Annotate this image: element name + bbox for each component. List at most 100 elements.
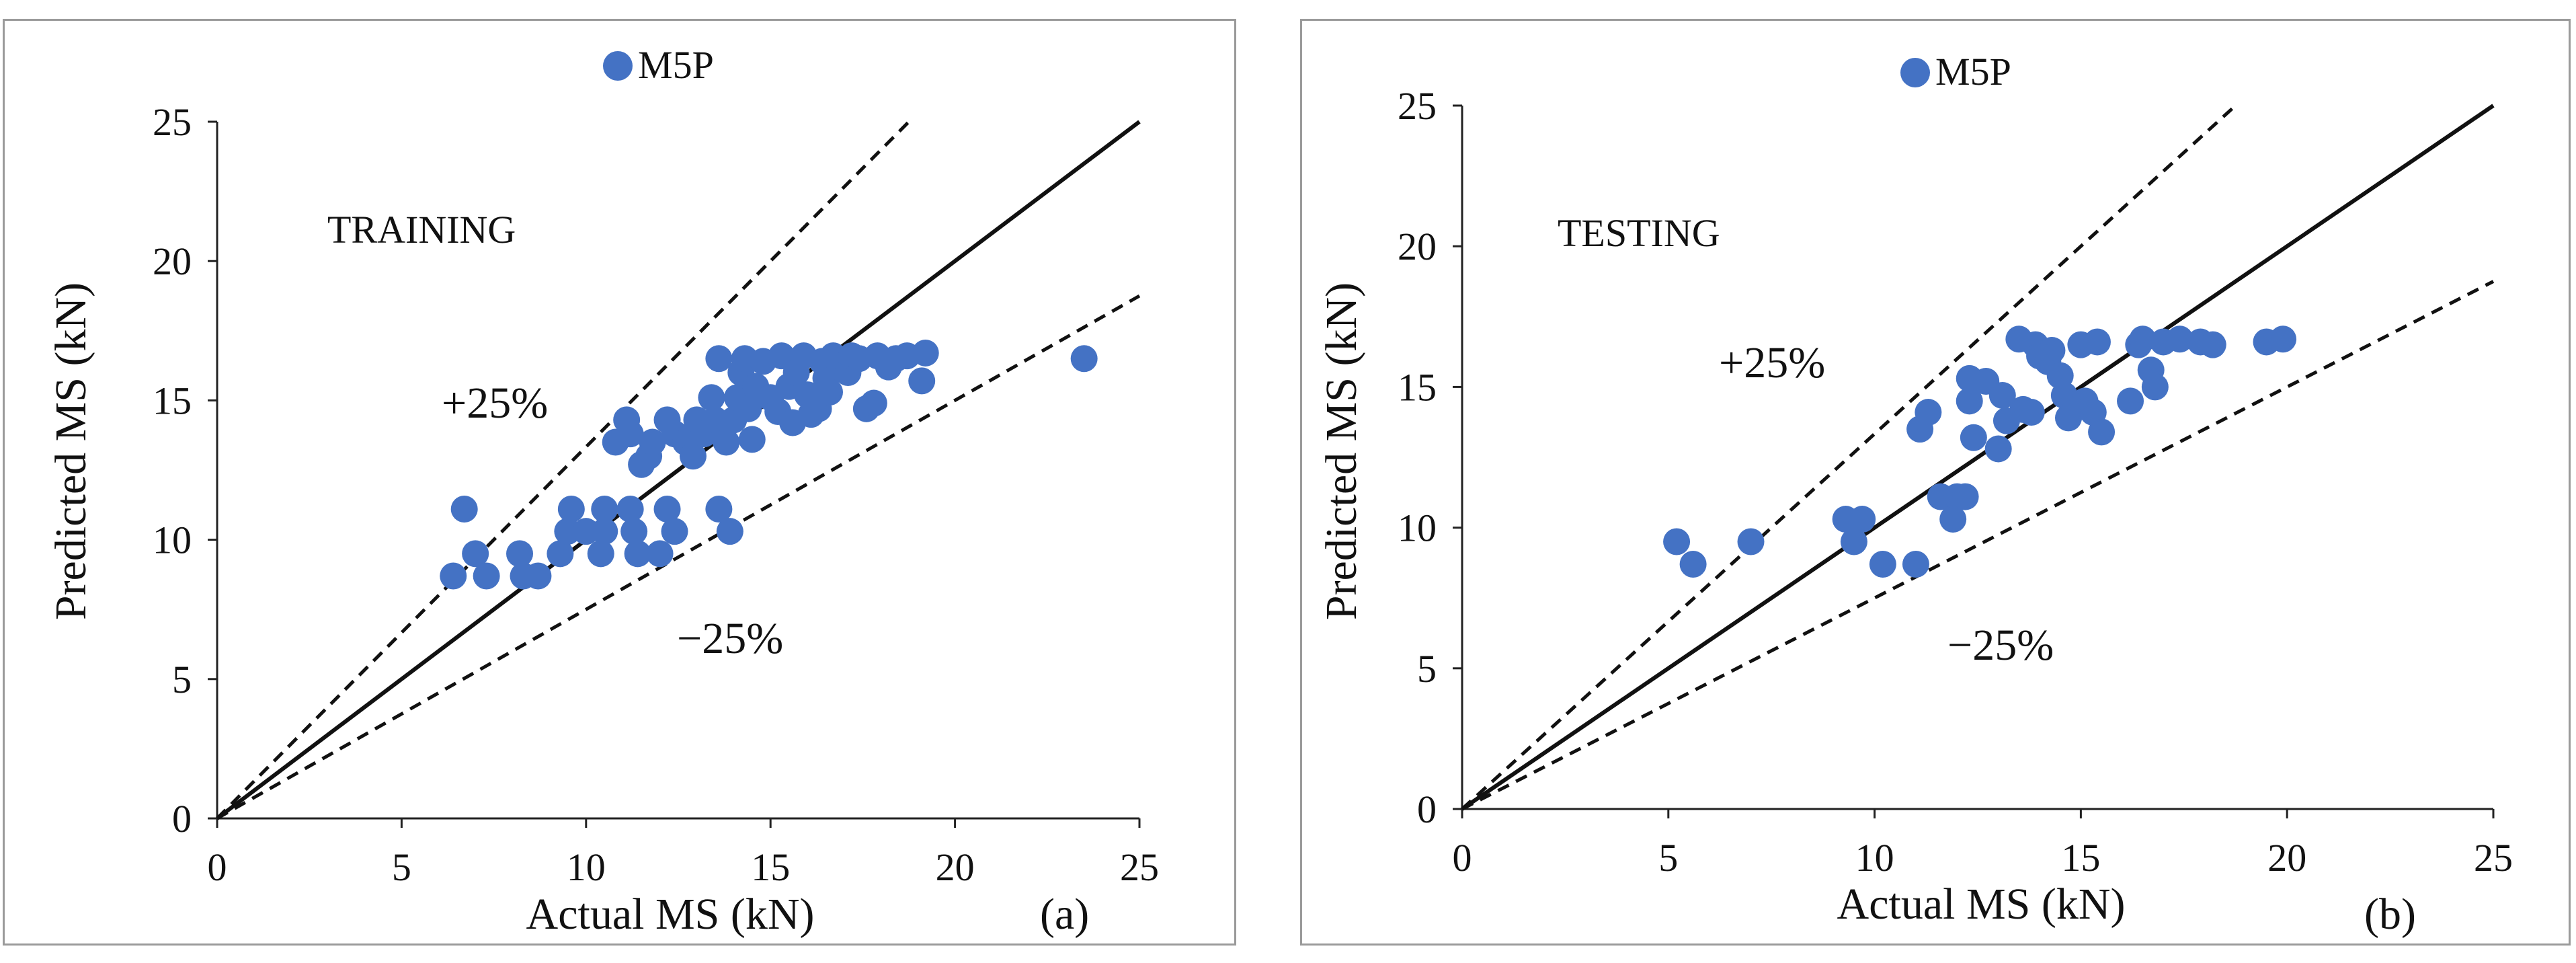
data-point <box>506 540 534 568</box>
data-point <box>554 518 581 545</box>
x-tick-label: 5 <box>392 845 411 889</box>
data-point <box>1951 483 1979 510</box>
data-point <box>620 518 648 545</box>
data-point <box>1915 399 1942 426</box>
y-axis-label: Predicted MS (kN) <box>1317 282 1366 620</box>
data-point <box>738 426 766 453</box>
data-point <box>1939 506 1967 533</box>
data-point <box>2269 325 2297 353</box>
panel-label: (a) <box>1040 890 1089 939</box>
data-point <box>860 389 887 417</box>
data-point <box>2129 325 2157 353</box>
x-tick-label: 0 <box>1453 836 1472 880</box>
data-point <box>2199 331 2226 358</box>
y-tick-label: 25 <box>153 100 192 144</box>
y-tick-label: 5 <box>1417 647 1437 691</box>
x-axis-label: Actual MS (kN) <box>526 890 815 939</box>
data-point <box>1070 345 1098 373</box>
y-tick-label: 15 <box>1398 365 1437 409</box>
legend-label: M5P <box>1935 50 2011 93</box>
y-tick-label: 10 <box>1398 506 1437 550</box>
data-point <box>1984 435 2012 463</box>
data-point <box>816 378 844 406</box>
upper-25pct-line <box>1461 104 2237 810</box>
data-point <box>440 562 467 590</box>
lower-band-label: −25% <box>1947 621 2054 670</box>
panel-label: (b) <box>2364 890 2416 939</box>
legend-marker <box>603 51 633 81</box>
data-point <box>713 428 740 456</box>
data-point <box>679 442 707 470</box>
data-point <box>572 518 600 545</box>
data-point <box>591 518 618 545</box>
data-point <box>1679 550 1707 578</box>
line-of-equality-line <box>216 120 1141 820</box>
data-point <box>2141 373 2169 401</box>
upper-band-label: +25% <box>442 379 548 428</box>
data-point <box>1960 424 1987 451</box>
data-point <box>705 345 733 373</box>
line-of-equality-line <box>1461 104 2495 811</box>
x-tick-label: 25 <box>1120 845 1159 889</box>
data-point <box>2017 399 2045 426</box>
x-tick-label: 25 <box>2474 836 2513 880</box>
y-tick-label: 20 <box>1398 225 1437 268</box>
data-point <box>716 518 743 545</box>
data-point <box>624 540 651 568</box>
data-point <box>587 540 614 568</box>
x-tick-label: 20 <box>936 845 975 889</box>
y-tick-label: 25 <box>1398 84 1437 128</box>
data-point <box>1956 387 1983 415</box>
data-point <box>1840 528 1867 555</box>
scatter-plot-training: 0 5 10 15 20 25 0 5 10 15 20 25 M5P TRAINING +25% −25% (… <box>46 43 1159 939</box>
upper-25pct-line <box>216 120 910 820</box>
y-tick-label: 5 <box>172 658 192 701</box>
chart-panel-b: 0 5 10 15 20 25 0 5 10 15 20 25 M5P TESTING +25% −25% (b… <box>1300 19 2571 946</box>
lower-band-label: −25% <box>677 614 783 663</box>
data-point <box>661 518 688 545</box>
data-point <box>616 496 644 523</box>
data-point <box>2166 325 2193 353</box>
data-point <box>1663 528 1691 555</box>
dataset-annotation: TESTING <box>1558 211 1720 255</box>
y-tick-label: 15 <box>153 379 192 422</box>
data-point <box>2088 418 2116 446</box>
y-tick-label: 0 <box>1417 787 1437 831</box>
legend-label: M5P <box>638 43 714 87</box>
data-point <box>698 384 725 412</box>
data-point <box>912 339 939 367</box>
data-point <box>616 420 644 448</box>
data-point <box>701 406 729 434</box>
scatter-plot-testing: 0 5 10 15 20 25 0 5 10 15 20 25 M5P TESTING +25% −25% (b… <box>1317 50 2513 939</box>
data-point <box>462 540 489 568</box>
upper-band-label: +25% <box>1719 338 1825 387</box>
x-tick-label: 20 <box>2267 836 2306 880</box>
data-point <box>2117 387 2144 415</box>
y-tick-label: 10 <box>153 518 192 562</box>
data-point <box>908 367 936 395</box>
x-tick-label: 15 <box>751 845 790 889</box>
data-point <box>557 496 585 523</box>
data-point <box>653 496 681 523</box>
data-point <box>1902 550 1929 578</box>
dataset-annotation: TRAINING <box>327 208 516 252</box>
data-point <box>1869 550 1896 578</box>
data-point <box>1988 381 2016 409</box>
data-point <box>591 496 618 523</box>
data-point <box>473 562 500 590</box>
x-tick-label: 5 <box>1658 836 1678 880</box>
data-point <box>639 428 666 456</box>
y-tick-label: 20 <box>153 239 192 283</box>
x-axis-label: Actual MS (kN) <box>1837 880 2126 929</box>
data-point <box>1849 506 1876 533</box>
x-tick-label: 0 <box>208 845 227 889</box>
data-point <box>2083 328 2111 356</box>
lower-25pct-line <box>1461 280 2495 811</box>
data-point <box>735 395 762 422</box>
data-point <box>705 496 733 523</box>
lower-25pct-line <box>216 294 1141 820</box>
data-point <box>2038 337 2066 364</box>
y-axis-label: Predicted MS (kN) <box>46 282 95 620</box>
legend-marker <box>1900 58 1930 87</box>
x-tick-label: 10 <box>1855 836 1894 880</box>
